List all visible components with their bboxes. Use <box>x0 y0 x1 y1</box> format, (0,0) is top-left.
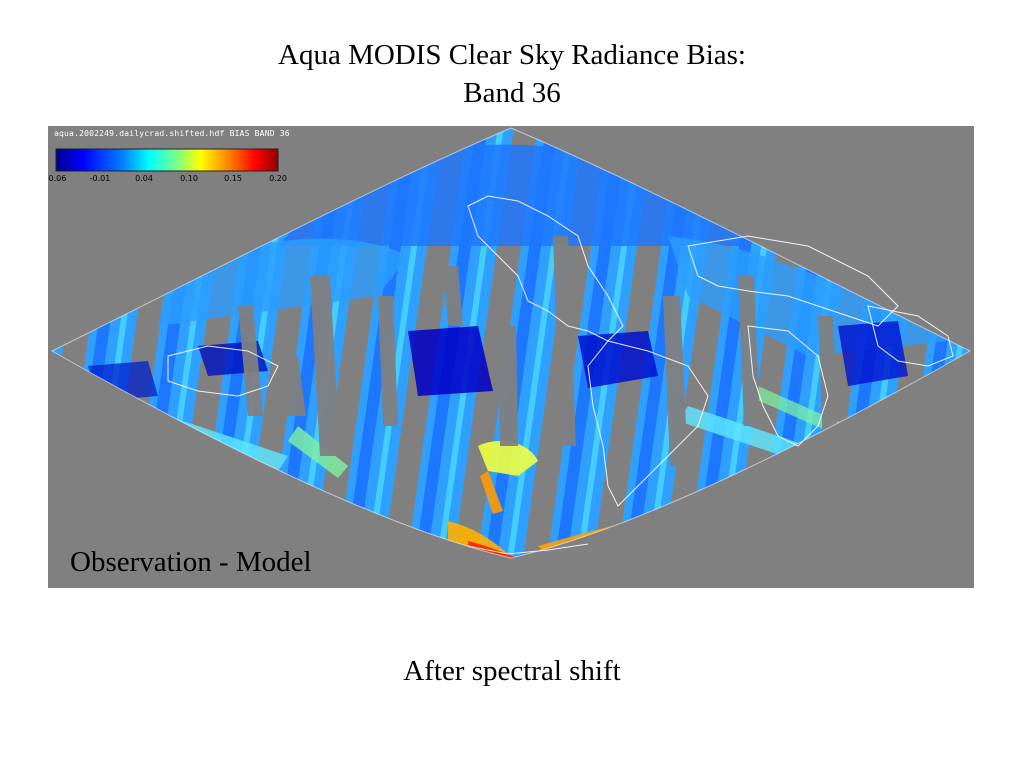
colorbar-tick: 0.04 <box>135 174 153 183</box>
colorbar <box>55 148 279 172</box>
colorbar-tick: 0.20 <box>269 174 287 183</box>
title-line-1: Aqua MODIS Clear Sky Radiance Bias: <box>278 39 746 71</box>
colorbar-tick: -0.01 <box>89 174 111 183</box>
caption: After spectral shift <box>403 655 621 687</box>
slide-title: Aqua MODIS Clear Sky Radiance Bias: Band… <box>0 36 1024 112</box>
observation-model-label: Observation - Model <box>70 546 312 578</box>
colorbar-tick: 0.10 <box>180 174 198 183</box>
colorbar-tick: 0.15 <box>224 174 242 183</box>
swath-gaps <box>238 236 838 466</box>
bias-map-panel: aqua.2002249.dailycrad.shifted.hdf BIAS … <box>48 126 974 588</box>
coastlines <box>50 127 972 559</box>
colorbar-tick: -0.06 <box>48 174 67 183</box>
colorbar-ticks: -0.06 -0.01 0.04 0.10 0.15 0.20 <box>48 174 293 186</box>
bias-map <box>50 127 972 559</box>
title-line-2: Band 36 <box>463 77 561 109</box>
file-label: aqua.2002249.dailycrad.shifted.hdf BIAS … <box>54 129 290 138</box>
